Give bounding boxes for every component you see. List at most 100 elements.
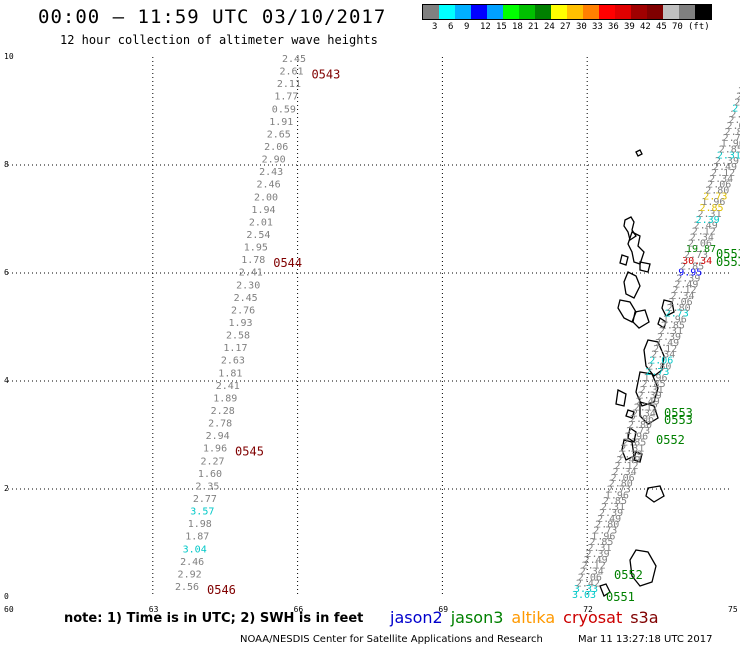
- wave-height-label: 2.73: [626, 426, 650, 437]
- wave-height-label: 2.42: [576, 578, 600, 589]
- island-outline: [657, 316, 667, 330]
- legend-tick-label: 21: [528, 22, 539, 32]
- wave-height-label: 2.49: [713, 162, 737, 173]
- wave-height-label: 2.06: [649, 356, 673, 367]
- wave-height-label: 1.96: [591, 531, 615, 542]
- wave-height-label: 2.73: [684, 250, 708, 261]
- wave-height-label: 2.49: [636, 397, 660, 408]
- wave-height-label: 2.39: [676, 273, 700, 284]
- island-outline: [625, 409, 635, 419]
- wave-height-label: 2.31: [736, 92, 740, 103]
- legend-tick-label: 24: [544, 22, 555, 32]
- legend-swatch: [647, 5, 663, 19]
- x-tick-label: 72: [583, 605, 593, 614]
- wave-height-label: 2.31: [698, 209, 722, 220]
- wave-height-label: 1.17: [223, 343, 247, 354]
- wave-height-label: 2.85: [603, 496, 627, 507]
- wave-height-label: 2.12: [582, 561, 606, 572]
- wave-height-label: 19.87: [686, 244, 716, 255]
- pass-time-label: 0552: [656, 433, 685, 447]
- wave-height-label: 1.77: [274, 92, 298, 103]
- pass-time-label: 0552: [614, 568, 643, 582]
- legend-tick-label: 15: [496, 22, 507, 32]
- wave-height-label: 2.12: [653, 344, 677, 355]
- wave-height-label: 2.49: [674, 279, 698, 290]
- legend-swatch: [535, 5, 551, 19]
- wave-height-label: 2.39: [586, 549, 610, 560]
- wave-height-label: 2.00: [254, 192, 278, 203]
- wave-height-label: 2.76: [231, 305, 255, 316]
- pass-time-label: 0553: [716, 247, 740, 261]
- wave-height-label: 2.49: [597, 514, 621, 525]
- wave-height-label: 2.06: [578, 572, 602, 583]
- wave-height-label: 2.85: [738, 86, 740, 97]
- legend-swatch: [599, 5, 615, 19]
- legend-labels: 3 6 9 12 15 18 21 24 27 30 33 36 39 42 45 70 (ft): [422, 22, 712, 34]
- wave-height-label: 2.85: [642, 379, 666, 390]
- wave-height-label: 2.39: [618, 449, 642, 460]
- legend-tick-label: 33: [592, 22, 603, 32]
- legend-swatch: [631, 5, 647, 19]
- legend-swatch: [567, 5, 583, 19]
- wave-height-label: 2.34: [709, 174, 733, 185]
- wave-height-label: 2.80: [705, 186, 729, 197]
- wave-height-label: 3.57: [190, 507, 214, 518]
- wave-height-label: 2.34: [690, 232, 714, 243]
- wave-height-label: 2.94: [206, 431, 230, 442]
- pass-time-label: 0553: [664, 413, 693, 427]
- island-outline: [639, 261, 651, 273]
- wave-height-label: 2.39: [715, 156, 739, 167]
- island-outline: [633, 451, 643, 463]
- wave-height-label: 2.73: [607, 484, 631, 495]
- jason3-track: 3.033.332.422.062.342.122.492.392.312.85…: [572, 86, 740, 604]
- wave-height-label: 2.12: [634, 402, 658, 413]
- wave-height-label: 2.34: [728, 115, 740, 126]
- wave-height-label: 1.98: [188, 519, 212, 530]
- wave-height-label: 9.95: [678, 268, 702, 279]
- wave-height-label: 1.87: [185, 532, 209, 543]
- wave-height-label: 2.01: [249, 217, 273, 228]
- pass-time-label: 0553: [664, 406, 693, 420]
- y-tick-label: 10: [4, 52, 14, 61]
- legend-tick-label: 30: [576, 22, 587, 32]
- wave-height-label: 2.06: [726, 121, 740, 132]
- wave-height-label: 2.85: [699, 203, 723, 214]
- wave-height-label: 1.96: [203, 444, 227, 455]
- wave-height-label: 2.39: [599, 508, 623, 519]
- wave-height-label: 1.95: [244, 243, 268, 254]
- wave-height-label: 2.12: [692, 227, 716, 238]
- x-tick-label: 75: [728, 605, 738, 614]
- legend-tick-label: 45: [656, 22, 667, 32]
- legend-swatch: [439, 5, 455, 19]
- legend-tick-label: 70: [672, 22, 683, 32]
- color-legend: 3 6 9 12 15 18 21 24 27 30 33 36 39 42 45 70 (ft): [422, 4, 712, 34]
- wave-height-label: 2.35: [195, 481, 219, 492]
- wave-height-label: 1.94: [251, 205, 275, 216]
- wave-height-label: 2.63: [221, 356, 245, 367]
- satellite-name-s3a: s3a: [630, 608, 659, 627]
- wave-height-label: 2.49: [694, 221, 718, 232]
- legend-tick-label: 3: [432, 22, 438, 32]
- wave-height-label: 2.73: [665, 309, 689, 320]
- pass-time-label: 0546: [207, 583, 236, 597]
- wave-height-label: 2.85: [661, 320, 685, 331]
- wave-height-label: 2.80: [595, 520, 619, 531]
- wave-height-label: 2.43: [259, 167, 283, 178]
- wave-height-label: 2.12: [614, 461, 638, 472]
- wave-height-label: 3.03: [572, 590, 596, 601]
- wave-height-label: 2.77: [193, 494, 217, 505]
- legend-swatch: [471, 5, 487, 19]
- wave-height-label: 2.39: [638, 391, 662, 402]
- coastline: [599, 149, 675, 597]
- page-title: 00:00 – 11:59 UTC 03/10/2017: [38, 6, 387, 28]
- pass-time-label: 0543: [311, 68, 340, 82]
- footer-timestamp: Mar 11 13:27:18 UTC 2017: [578, 634, 713, 645]
- island-outline: [623, 216, 637, 242]
- wave-height-label: 2.06: [707, 180, 731, 191]
- island-outline: [619, 254, 629, 266]
- footer-org: NOAA/NESDIS Center for Satellite Applica…: [240, 634, 543, 645]
- legend-tick-label: 12: [480, 22, 491, 32]
- island-outline: [639, 401, 659, 425]
- legend-tick-label: 6: [448, 22, 454, 32]
- wave-height-label: 2.80: [628, 420, 652, 431]
